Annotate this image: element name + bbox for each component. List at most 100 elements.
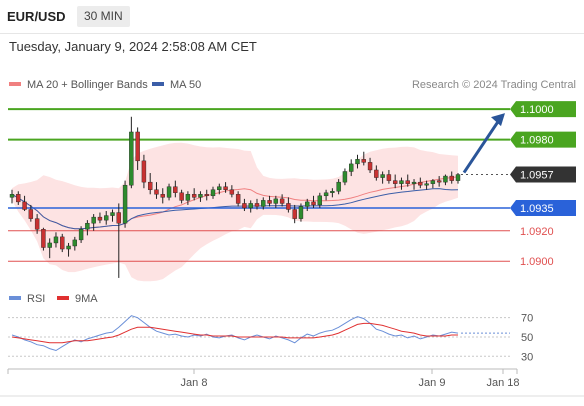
rsi-panel: 70 50 30 xyxy=(8,313,533,363)
candle-body xyxy=(78,229,84,241)
candle-body xyxy=(430,180,436,184)
rsi-ma-legend-swatch xyxy=(57,296,69,300)
candle-body xyxy=(210,189,216,197)
candle-body xyxy=(330,191,335,193)
candle-body xyxy=(443,175,448,183)
candle-body xyxy=(367,162,373,171)
candle-body xyxy=(317,195,323,206)
candle-body xyxy=(286,203,291,210)
candle-body xyxy=(97,216,103,221)
candle-body xyxy=(110,212,115,216)
candle-body xyxy=(141,160,147,183)
candle-body xyxy=(267,200,272,204)
candle-body xyxy=(248,203,253,209)
candle-body xyxy=(66,245,71,250)
level-label-1.0920: 1.0920 xyxy=(520,226,554,238)
candle-body xyxy=(361,159,366,163)
candle-body xyxy=(223,186,228,190)
rsi-line xyxy=(11,315,459,352)
candle-body xyxy=(323,192,329,197)
candle-body xyxy=(349,163,354,172)
rsi-tick-70: 70 xyxy=(521,313,533,325)
source-credit: Research © 2024 Trading Central xyxy=(412,79,576,91)
candle-body xyxy=(160,194,165,198)
time-tick-label: Jan 9 xyxy=(419,377,446,389)
level-label-1.0980: 1.0980 xyxy=(520,135,554,147)
level-tag-1.0935 xyxy=(510,199,576,216)
rsi-ma-line xyxy=(11,322,458,344)
level-labels: 1.1000 1.0980 1.0957 1.0935 1.0920 1.0900 xyxy=(510,101,576,268)
candle-body xyxy=(135,131,140,162)
chart-header: EUR/USD 30 MIN xyxy=(0,0,584,34)
candle-body xyxy=(261,200,266,207)
candle-body xyxy=(279,198,285,204)
forecast-arrow-shaft xyxy=(462,119,501,174)
candle-body xyxy=(204,194,209,197)
price-levels xyxy=(8,108,510,262)
candle-body xyxy=(411,181,417,184)
candle-body xyxy=(374,169,379,178)
candle-body xyxy=(405,180,410,184)
candle-body xyxy=(28,209,34,219)
timeframe-button[interactable]: 30 MIN xyxy=(77,6,130,27)
candle-body xyxy=(311,201,316,206)
candlesticks xyxy=(9,116,461,278)
candle-body xyxy=(254,203,260,207)
candle-body xyxy=(386,174,392,181)
rsi-ma-legend-label: 9MA xyxy=(75,293,98,305)
candle-body xyxy=(16,194,21,203)
candle-body xyxy=(116,212,121,224)
candle-body xyxy=(147,181,153,190)
candle-body xyxy=(424,183,429,186)
candle-body xyxy=(173,186,178,193)
candle-body xyxy=(305,201,310,207)
candle-body xyxy=(41,229,46,248)
candle-body xyxy=(399,180,404,184)
candle-body xyxy=(22,201,27,210)
candle-body xyxy=(72,239,78,247)
candle-body xyxy=(242,203,247,209)
candle-body xyxy=(185,194,191,201)
ma20-legend-label: MA 20 + Bollinger Bands xyxy=(27,79,148,91)
candle-body xyxy=(154,189,159,195)
rsi-tick-50: 50 xyxy=(521,332,533,344)
candle-body xyxy=(436,180,442,183)
level-tag-1.0957 xyxy=(510,166,576,183)
candle-body xyxy=(336,181,341,192)
candle-body xyxy=(104,215,109,221)
rsi-legend-swatch xyxy=(9,296,21,300)
candle-body xyxy=(229,189,235,195)
candle-body xyxy=(9,194,15,198)
candle-body xyxy=(129,131,134,186)
ma50-legend-label: MA 50 xyxy=(170,79,201,91)
candle-body xyxy=(455,174,461,181)
level-label-1.0957: 1.0957 xyxy=(520,170,554,182)
candle-body xyxy=(418,181,423,186)
candle-body xyxy=(60,236,65,250)
candle-body xyxy=(235,194,241,204)
candle-body xyxy=(355,159,360,165)
candle-body xyxy=(166,186,172,198)
symbol-label: EUR/USD xyxy=(7,9,66,24)
candle-body xyxy=(449,175,454,181)
candle-body xyxy=(217,186,222,190)
candle-body xyxy=(273,198,279,204)
candle-body xyxy=(91,216,96,224)
candle-body xyxy=(53,236,59,244)
rsi-legend-label: RSI xyxy=(27,293,45,305)
candle-body xyxy=(85,222,90,230)
level-label-1.1000: 1.1000 xyxy=(520,104,554,116)
level-tag-1.0980 xyxy=(510,131,576,148)
ma50-legend-swatch xyxy=(152,82,164,86)
candle-body xyxy=(122,184,128,224)
candle-body xyxy=(292,209,297,219)
candle-body xyxy=(198,194,203,198)
rsi-tick-30: 30 xyxy=(521,351,533,363)
level-label-1.0935: 1.0935 xyxy=(520,203,554,215)
candle-body xyxy=(179,192,184,201)
level-label-1.0900: 1.0900 xyxy=(520,256,554,268)
candle-body xyxy=(47,242,52,248)
candle-body xyxy=(342,171,348,183)
bollinger-band-area xyxy=(12,142,458,282)
